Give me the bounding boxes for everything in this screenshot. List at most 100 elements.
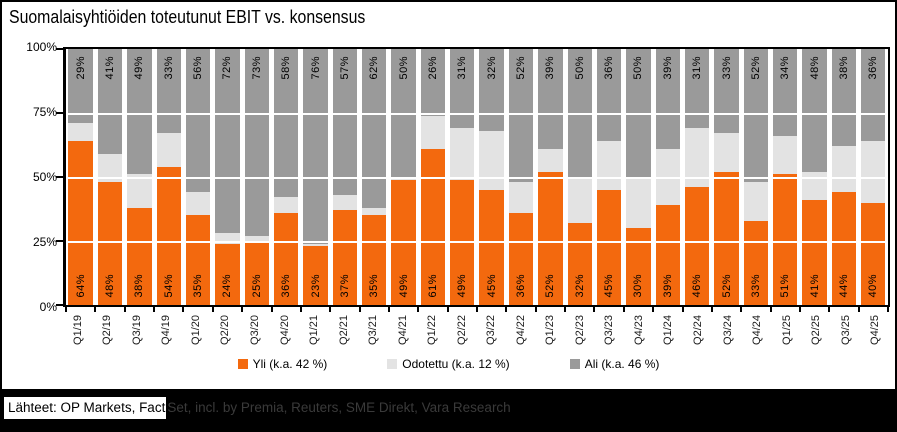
x-axis-tick [505,305,508,312]
bar-Q4/22: 52% 36% [508,49,534,305]
x-axis-tick [564,305,567,312]
bar-segment-ali [215,49,240,234]
bar-label-ali: 34% [779,56,792,80]
x-axis-label: Q4/25 [860,315,890,353]
bar-segment-ali [127,49,152,175]
bar-segment-ali [273,49,299,198]
bar-label-ali: 52% [515,56,528,80]
x-axis-tick [211,305,214,312]
legend-item-ali: Ali (k.a. 46 %) [569,357,660,371]
bar-Q2/24: 31% 46% [684,49,710,305]
x-axis-label: Q2/25 [801,315,831,353]
bar-Q3/23: 36% 45% [596,49,622,305]
bar-Q1/23: 39% 52% [538,49,563,305]
bar-segment-ali [684,49,710,129]
bar-Q4/24: 52% 33% [743,49,769,305]
bar-Q3/19: 49% 38% [127,49,152,305]
x-axis-label-text: Q3/23 [603,315,616,345]
x-axis-label-text: Q1/22 [426,315,439,345]
x-axis-label-text: Q1/19 [71,315,84,345]
y-axis-label: 0% [39,300,57,314]
bar-segment-yli [802,200,827,305]
x-axis-label: Q4/24 [742,315,772,353]
gridline [66,241,888,243]
x-axis-label-text: Q3/19 [130,315,143,345]
bar-label-ali: 32% [485,56,498,80]
x-axis-tick [387,305,390,312]
bar-label-ali: 48% [808,56,821,80]
bar-label-yli: 24% [221,274,234,298]
bar-segment-yli [185,215,211,305]
x-axis-tick [887,305,889,312]
legend-label-yli: Yli (k.a. 42 %) [252,357,328,371]
bar-label-ali: 29% [74,56,87,80]
bar-label-yli: 37% [338,274,351,298]
bar-label-ali: 50% [397,56,410,80]
bar-segment-ali [831,49,857,147]
legend-swatch-ali [569,359,580,369]
x-axis-tick [446,305,449,312]
bar-label-ali: 52% [749,56,762,80]
x-axis-label-text: Q4/22 [514,315,527,345]
bar-label-yli: 52% [544,274,557,298]
x-axis-label: Q2/24 [683,315,713,353]
bar-label-ali: 56% [192,56,205,80]
bar-segment-ali [303,49,328,244]
bar-segment-odotettu [538,148,563,172]
bar-Q4/20: 58% 36% [273,49,299,305]
bar-segment-odotettu [68,123,93,142]
bar-label-yli: 61% [426,274,439,298]
bar-Q3/24: 33% 52% [714,49,739,305]
bar-segment-ali [68,49,93,124]
y-axis-tick [56,112,63,114]
bar-segment-odotettu [802,171,827,201]
bar-Q1/22: 26% 61% [420,49,446,305]
x-axis-tick [681,305,684,312]
x-axis-label: Q4/20 [270,315,300,353]
x-axis-label: Q1/20 [181,315,211,353]
bar-segment-odotettu [479,130,504,190]
x-axis-label-text: Q4/25 [869,315,882,345]
legend-label-ali: Ali (k.a. 46 %) [584,357,660,371]
x-axis-tick [769,305,772,312]
x-axis-tick [65,305,67,312]
bar-segment-odotettu [831,146,857,193]
bar-label-ali: 31% [456,56,469,80]
bar-label-ali: 49% [133,56,146,80]
bar-label-ali: 39% [661,56,674,80]
bar-label-ali: 39% [544,56,557,80]
bar-label-ali: 76% [309,56,322,80]
bar-label-ali: 62% [368,56,381,80]
bar-segment-odotettu [626,177,651,229]
x-axis-tick [740,305,743,312]
y-axis-tick [56,48,63,50]
bar-label-yli: 49% [397,274,410,298]
x-axis-labels: Q1/19 Q2/19 Q3/19 Q4/19 Q1/20 Q2/20 Q3/20 Q4/20… [63,315,890,353]
x-axis-label-text: Q4/23 [632,315,645,345]
bar-segment-yli [420,148,446,305]
x-axis-label-text: Q3/24 [721,315,734,345]
x-axis-tick [593,305,596,312]
bar-segment-odotettu [185,192,211,216]
legend-swatch-yli [237,359,248,369]
bar-Q1/25: 34% 51% [773,49,798,305]
bar-label-yli: 25% [250,274,263,298]
bar-Q1/21: 76% 23% [303,49,328,305]
x-axis-label: Q4/23 [624,315,654,353]
x-axis-label-text: Q3/21 [367,315,380,345]
bar-Q3/20: 73% 25% [244,49,269,305]
bar-label-yli: 54% [162,274,175,298]
bar-segment-yli [362,215,387,305]
bar-segment-ali [538,49,563,149]
bar-segment-yli [479,189,504,305]
legend-label-odotettu: Odotettu (k.a. 12 %) [402,357,510,371]
bar-Q2/25: 48% 41% [802,49,827,305]
bar-label-yli: 41% [808,274,821,298]
bar-label-yli: 51% [779,274,792,298]
bar-segment-ali [420,49,446,116]
x-axis-label: Q1/21 [299,315,329,353]
legend: Yli (k.a. 42 %) Odotettu (k.a. 12 %) Ali (… [2,357,895,371]
bar-label-yli: 36% [280,274,293,298]
bar-segment-ali [743,49,769,183]
bar-segment-ali [450,49,475,129]
